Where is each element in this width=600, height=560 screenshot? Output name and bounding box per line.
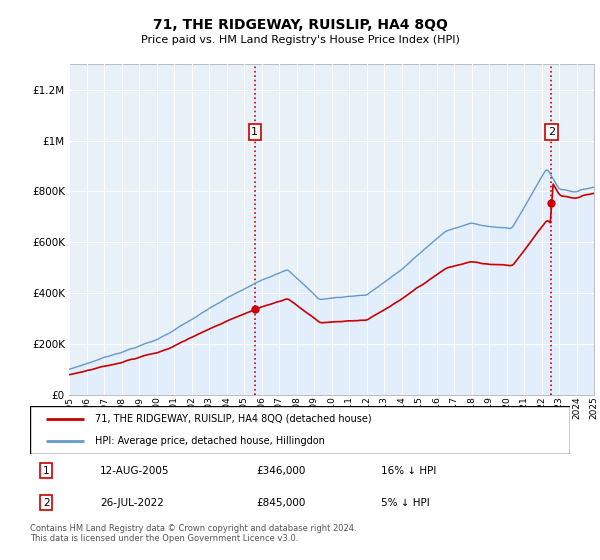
Text: 5% ↓ HPI: 5% ↓ HPI: [381, 498, 430, 508]
Text: 1: 1: [43, 465, 50, 475]
Text: 2: 2: [548, 127, 555, 137]
Text: 12-AUG-2005: 12-AUG-2005: [100, 465, 170, 475]
Text: 26-JUL-2022: 26-JUL-2022: [100, 498, 164, 508]
Text: Price paid vs. HM Land Registry's House Price Index (HPI): Price paid vs. HM Land Registry's House …: [140, 35, 460, 45]
Text: 1: 1: [251, 127, 258, 137]
Text: £346,000: £346,000: [257, 465, 306, 475]
Text: 71, THE RIDGEWAY, RUISLIP, HA4 8QQ: 71, THE RIDGEWAY, RUISLIP, HA4 8QQ: [152, 18, 448, 32]
Text: 2: 2: [43, 498, 50, 508]
Text: Contains HM Land Registry data © Crown copyright and database right 2024.
This d: Contains HM Land Registry data © Crown c…: [30, 524, 356, 543]
Text: £845,000: £845,000: [257, 498, 306, 508]
Text: 71, THE RIDGEWAY, RUISLIP, HA4 8QQ (detached house): 71, THE RIDGEWAY, RUISLIP, HA4 8QQ (deta…: [95, 414, 371, 424]
Text: HPI: Average price, detached house, Hillingdon: HPI: Average price, detached house, Hill…: [95, 436, 325, 446]
Text: 16% ↓ HPI: 16% ↓ HPI: [381, 465, 436, 475]
